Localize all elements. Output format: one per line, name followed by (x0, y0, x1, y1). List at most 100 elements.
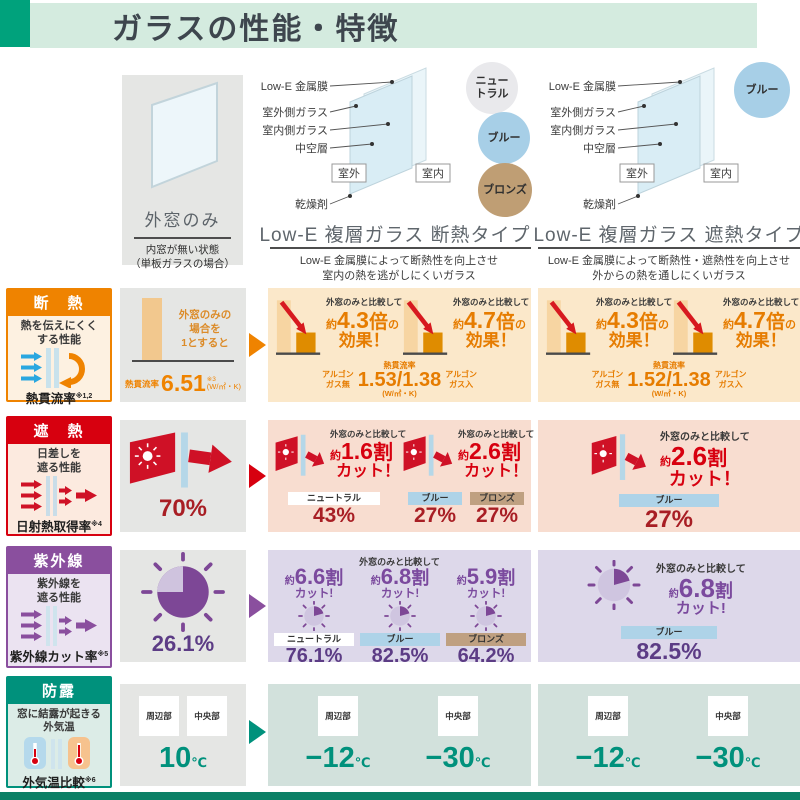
shielding-result-2: ブルー 27% ブロンズ 27% (406, 492, 526, 527)
label-desiccant: 乾燥剤 (295, 197, 328, 211)
effect-label: カット！ (668, 469, 741, 489)
metric-label: 熱貫流率 (383, 361, 416, 370)
label-inner-glass: 室内側ガラス (262, 123, 328, 137)
row-condensation-subtitle: 窓に結露が起きる 外気温 (17, 708, 101, 734)
uv-sun-pie-icon (141, 552, 225, 632)
chip-blue: ブルー (619, 494, 719, 507)
pct-blue: 27% (644, 506, 694, 533)
effect-label: カット！ (464, 463, 529, 480)
cut-value: 約2.6割 (458, 438, 521, 464)
chip-center: 中央部 (438, 696, 478, 736)
swatch-blue: ブルー (478, 112, 530, 164)
divider (270, 247, 531, 249)
label-outside: 室外 (626, 166, 648, 180)
sun-glass-arrow-icon (129, 432, 232, 488)
arrow-right-icon (249, 594, 266, 618)
chip-center: 中央部 (708, 696, 748, 736)
compare-label: 外窓のみと比較して (723, 297, 800, 307)
effect-label: カット！ (336, 463, 401, 480)
row-condensation-name: 防露 (8, 678, 110, 704)
u-values: 1.53/1.38 (357, 369, 442, 391)
axis-line (132, 360, 234, 362)
thermometer-icon-wrap (24, 734, 94, 772)
divider (538, 247, 800, 249)
cut-value: 約6.8割 (668, 573, 733, 603)
outer-window-title: 外窓のみ (144, 211, 221, 230)
sun-glass-arrow-icon (403, 434, 453, 476)
metric-label: 熱貫流率 (652, 361, 685, 370)
cell-uv-mid: 外窓のみと比較して 約6.6割 カット! ニュートラル 76.1% 約6 (268, 550, 531, 666)
boost-value: 約4.7倍の (453, 307, 526, 333)
compare-label: 外窓のみと比較して (656, 564, 746, 575)
bar-outer-baseline (142, 298, 162, 360)
sun-block-icon (21, 475, 97, 516)
row-shielding-subtitle: 日差しを 遮る性能 (37, 448, 81, 474)
swatch-neutral: ニュー トラル (466, 62, 518, 114)
single-glass-pane-icon (151, 81, 218, 189)
label-desiccant: 乾燥剤 (583, 197, 616, 211)
insulation-desc-line2: 室内の熱を逃がしにくいガラス (322, 269, 476, 282)
insulation-type-desc: Low-E 金属膜によって断熱性を向上させ 室内の熱を逃がしにくいガラス (262, 254, 536, 284)
swatch-blue: ブルー (734, 62, 790, 118)
label-inside: 室内 (422, 166, 444, 180)
argon-with-label: アルゴン ガス入 (714, 370, 747, 389)
cell-shielding-right: 外窓のみと比較して 約2.6割 カット！ ブルー 27% (538, 420, 800, 532)
compare-label: 外窓のみと比較して (660, 432, 750, 443)
argon-without-label: アルゴン ガス無 (591, 370, 624, 389)
label-outer-glass: 室外側ガラス (550, 105, 616, 119)
bar-compare-icon (546, 300, 591, 355)
row-insulation-subtitle: 熱を伝えにくく する性能 (20, 320, 98, 346)
cell-insulation-mid: 外窓のみと比較して 約4.3倍の 効果！ 外窓のみと比較して 約4.7倍の (268, 288, 531, 402)
uv-sun-pie-icon (384, 600, 416, 631)
cell-condensation-mid: 周辺部 −12℃ 中央部 −30℃ (268, 684, 531, 786)
uv-group-blue: 約6.8割 カット! ブルー 82.5% (358, 566, 442, 667)
insulation-chart-1: 外窓のみと比較して 約4.3倍の 効果！ (276, 296, 402, 358)
chip-center: 中央部 (187, 696, 227, 736)
boost-value: 約4.7倍の (723, 307, 796, 333)
shielding-type-desc: Low-E 金属膜によって断熱性・遮熱性を向上させ 外からの熱を通しにくいガラス (532, 254, 800, 284)
label-lowe-film: Low-E 金属膜 (261, 79, 328, 93)
argon-without-label: アルゴン ガス無 (322, 370, 354, 389)
pct-bronze: 64.2% (457, 644, 515, 667)
cut-value: 約1.6割 (330, 438, 393, 464)
chip-bronze: ブロンズ (446, 632, 526, 646)
compare-label: 外窓のみと比較して (453, 297, 530, 307)
sun-block-icon-wrap (21, 475, 97, 516)
chip-neutral: ニュートラル (274, 632, 354, 646)
row-insulation-card: 断 熱 熱を伝えにくく する性能 熱貫流率※1,2 (6, 288, 112, 406)
label-inner-glass: 室内側ガラス (550, 123, 616, 137)
outer-temp: 10℃ (158, 742, 207, 774)
compare-label: 外窓のみと比較して (596, 297, 673, 307)
compare-label: 外窓のみと比較して (458, 429, 535, 439)
uv-sun-pie-icon (470, 600, 502, 631)
argon-values: アルゴン ガス無 熱貫流率 1.52/1.38 (W/㎡・K) アルゴン ガス入 (538, 362, 800, 398)
u-values: 1.52/1.38 (627, 369, 711, 391)
metric-outdoor-temp: 外気温比較※6 (22, 776, 96, 791)
temp-edge-group: 周辺部 −12℃ (288, 696, 388, 773)
arrow-right-icon (249, 333, 266, 357)
boost-value: 約4.3倍の (326, 307, 399, 333)
uv-chart: 外窓のみと比較して 約6.8割 カット! (586, 560, 746, 618)
pct-neutral: 76.1% (285, 644, 343, 667)
outer-solar-value: 70% (158, 495, 208, 522)
shielding-result-1: ニュートラル 43% (286, 492, 382, 527)
cell-shielding-mid: 外窓のみと比較して 約1.6割 カット！ ニュートラル 43% (268, 420, 535, 532)
cell-condensation-right: 周辺部 −12℃ 中央部 −30℃ (538, 684, 800, 786)
pct-blue: 27% (413, 504, 457, 527)
insulation-chart-2: 外窓のみと比較して 約4.7倍の 効果！ (673, 296, 799, 358)
metric-heat-transmission: 熱貫流率※1,2 (25, 391, 93, 406)
outer-window-caption-2: （単板ガラスの場合） (130, 257, 235, 270)
label-outer-glass: 室外側ガラス (262, 105, 328, 119)
heat-flow-icon-wrap (21, 347, 97, 388)
shielding-chart: 外窓のみと比較して 約2.6割 カット！ (590, 428, 750, 490)
row-uv-card: 紫外線 紫外線を 遮る性能 紫外線カット率※5 (6, 546, 112, 668)
temp-center-group: 中央部 −30℃ (408, 696, 508, 773)
lowe-glass-diagram-shielding: Low-E 金属膜 室外側ガラス 室内側ガラス 中空層 乾燥剤 室外 室内 (549, 67, 739, 211)
insulation-chart-2: 外窓のみと比較して 約4.7倍の 効果！ (403, 296, 529, 358)
bar-compare-icon (403, 300, 448, 355)
effect-label: 効果！ (608, 331, 660, 350)
insulation-desc-line1: Low-E 金属膜によって断熱性を向上させ (299, 255, 499, 267)
row-shielding-name: 遮 熱 (8, 418, 110, 444)
temp-center-group: 中央部 −30℃ (678, 696, 778, 773)
